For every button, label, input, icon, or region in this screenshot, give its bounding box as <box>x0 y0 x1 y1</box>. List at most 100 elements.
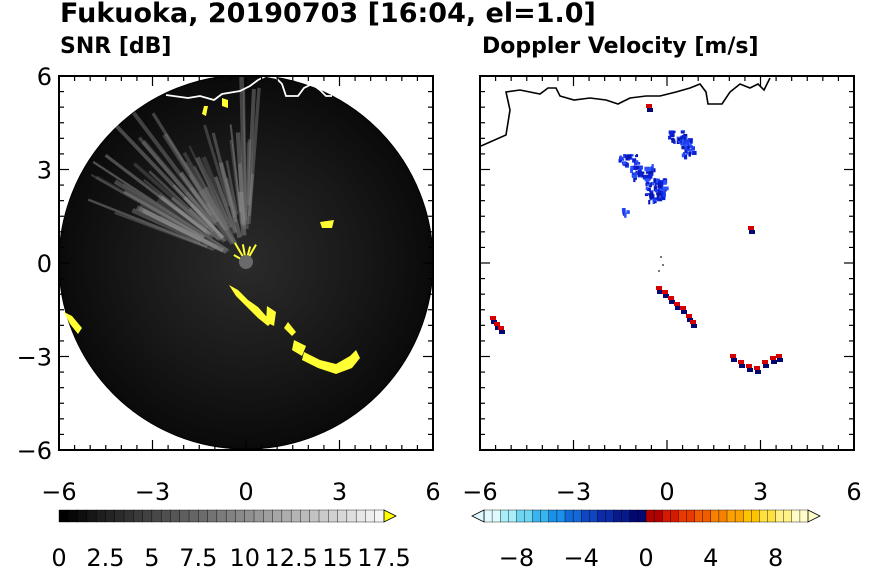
doppler-colorbar-segment <box>710 509 720 523</box>
doppler-cell-approaching <box>622 161 627 165</box>
doppler-cell-receding <box>662 290 668 294</box>
snr-clutter-ray <box>139 203 213 246</box>
x-tick-label: 6 <box>846 478 861 506</box>
doppler-cell-approaching <box>619 158 625 161</box>
doppler-colorbar-segment <box>791 509 801 523</box>
snr-clutter-ray <box>214 176 238 234</box>
doppler-cell-approaching <box>731 358 737 362</box>
doppler-cell-approaching <box>633 165 638 170</box>
doppler-cell-approaching <box>630 165 634 170</box>
snr-clutter-ray <box>245 142 250 210</box>
snr-colorbar-segment <box>114 509 125 523</box>
colorbars: 0 2.5 5 7.5 10 12.5 15 17.5 −8 −4 0 4 8 <box>51 509 821 570</box>
snr-clutter-ray <box>188 174 235 245</box>
doppler-cell-approaching <box>654 182 657 188</box>
doppler-colorbar-segment <box>686 509 696 523</box>
snr-clutter-ray <box>225 160 239 215</box>
doppler-cell-approaching <box>657 183 662 188</box>
doppler-colorbar-segment <box>589 509 598 523</box>
doppler-cell-approaching <box>635 160 639 163</box>
doppler-cell-approaching <box>640 171 645 174</box>
snr-clutter-ray <box>135 205 219 250</box>
doppler-cell-approaching <box>622 213 625 216</box>
doppler-cell-approaching <box>681 153 685 158</box>
snr-colorbar-segment <box>77 509 88 523</box>
snr-colorbar-segment <box>207 509 218 523</box>
doppler-colorbar-segment <box>734 509 744 523</box>
doppler-cell-approaching <box>685 136 688 140</box>
doppler-cell-approaching <box>619 155 622 160</box>
snr-colorbar-segment <box>95 509 106 523</box>
doppler-colorbar-segment <box>662 509 671 523</box>
snr-clutter-ray <box>195 156 233 229</box>
snr-colorbar-segment <box>198 509 209 523</box>
doppler-cell-approaching <box>656 192 661 195</box>
doppler-plot-area <box>480 77 783 374</box>
figure-title: Fukuoka, 20190703 [16:04, el=1.0] <box>60 0 596 29</box>
snr-clutter-ray <box>151 112 236 244</box>
snr-colorbar-segment <box>300 509 311 523</box>
doppler-cell-receding <box>738 360 744 364</box>
doppler-colorbar-segment <box>605 509 615 523</box>
axis-tick-labels: −6 −3 0 3 6 6 3 0 −3 −6 −6 −3 0 3 6 <box>17 63 862 506</box>
x-tick-label: 3 <box>332 478 347 506</box>
snr-clutter-ray <box>141 139 218 228</box>
y-tick-label: 3 <box>37 157 52 185</box>
snr-colorbar-segment <box>170 509 181 523</box>
doppler-colorbar-label: 8 <box>768 544 783 570</box>
doppler-echo-cells <box>490 104 783 374</box>
doppler-cell-approaching <box>653 186 658 192</box>
snr-clutter-ray <box>122 183 230 253</box>
doppler-cell-approaching <box>499 330 505 334</box>
doppler-colorbar-segment <box>524 509 534 523</box>
doppler-cell-approaching <box>663 178 667 182</box>
doppler-panel-title: Doppler Velocity [m/s] <box>482 34 759 59</box>
doppler-cell-receding <box>770 356 776 360</box>
snr-colorbar-label: 7.5 <box>179 544 217 570</box>
snr-clutter-ray <box>188 145 227 221</box>
doppler-cell-approaching <box>646 167 651 172</box>
x-tick-label: −3 <box>135 478 170 506</box>
snr-clutter-ray <box>162 220 227 253</box>
doppler-cell-approaching <box>646 187 651 192</box>
snr-clutter-ray <box>174 206 210 235</box>
doppler-cell-approaching <box>684 139 690 143</box>
doppler-cell-approaching <box>675 306 681 310</box>
doppler-cell-approaching <box>654 188 660 193</box>
doppler-cell-approaching <box>624 212 627 218</box>
snr-clutter-ray <box>235 132 246 226</box>
doppler-colorbar-segment <box>767 509 777 523</box>
doppler-cell-approaching <box>632 174 637 179</box>
snr-clutter-ray <box>87 198 208 248</box>
doppler-cell-receding <box>656 286 662 290</box>
doppler-cell-approaching <box>683 154 688 160</box>
doppler-cell-approaching <box>747 368 753 372</box>
doppler-colorbar-segment <box>726 509 736 523</box>
snr-colorbar-segment <box>188 509 199 523</box>
doppler-cell-approaching <box>684 146 688 151</box>
snr-colorbar-segment <box>105 509 116 523</box>
doppler-colorbar-segment <box>500 509 509 523</box>
snr-clutter-ray <box>190 203 224 239</box>
snr-clutter-ray <box>218 162 242 239</box>
snr-clutter-ray <box>246 88 256 206</box>
snr-clutter-ray <box>182 151 237 244</box>
snr-colorbar-segment <box>355 509 366 523</box>
doppler-cell-approaching <box>681 135 685 140</box>
snr-colorbar-segment <box>281 509 292 523</box>
doppler-cell-approaching <box>618 158 622 163</box>
doppler-cell-approaching <box>651 181 654 186</box>
doppler-cell-approaching <box>663 186 669 191</box>
snr-clutter-ray <box>123 190 205 239</box>
doppler-colorbar-segment <box>572 509 582 523</box>
doppler-cell-receding <box>668 296 674 300</box>
snr-clutter-ray <box>92 160 229 251</box>
doppler-colorbar-segment <box>799 509 809 523</box>
snr-colorbar-segment <box>346 509 357 523</box>
doppler-cell-approaching <box>657 179 660 184</box>
doppler-cell-approaching <box>657 197 663 202</box>
snr-clutter-ray <box>114 211 215 252</box>
doppler-cell-approaching <box>626 210 630 214</box>
doppler-colorbar-extend-arrow-right <box>807 509 821 523</box>
x-tick-label: −6 <box>462 478 497 506</box>
